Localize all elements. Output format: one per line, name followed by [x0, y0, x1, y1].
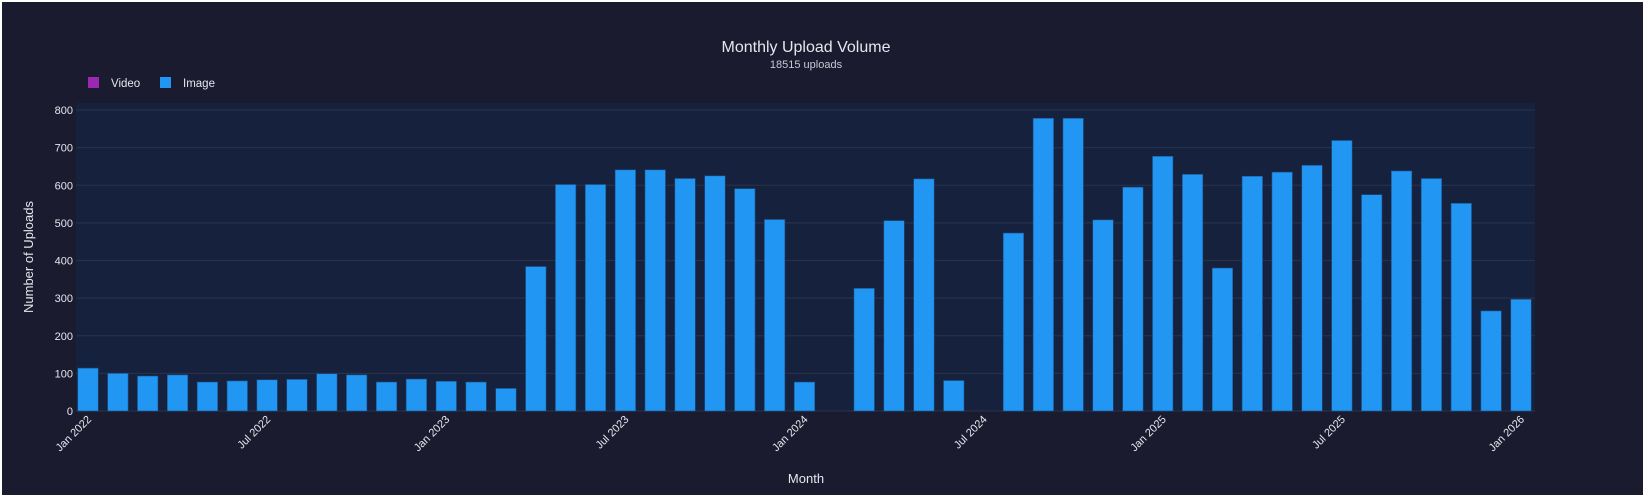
- x-tick-label: Jan 2024: [770, 414, 810, 454]
- legend-item-video[interactable]: Video: [88, 77, 140, 90]
- bar-image-2023-03[interactable]: [495, 388, 517, 412]
- x-tick-label: Jan 2025: [1128, 414, 1168, 454]
- bar-image-2022-10[interactable]: [346, 374, 368, 412]
- chart-subtitle: 18515 uploads: [770, 59, 843, 71]
- bar-image-2024-08[interactable]: [1002, 232, 1025, 412]
- bar-image-2022-02[interactable]: [107, 373, 129, 412]
- bar-image-2023-04[interactable]: [525, 266, 547, 412]
- bar-image-2022-07[interactable]: [256, 379, 278, 412]
- bar-image-2024-06[interactable]: [943, 380, 965, 412]
- legend-swatch: [160, 77, 171, 88]
- bar-image-2022-08[interactable]: [286, 379, 308, 412]
- y-tick-label: 500: [55, 218, 73, 230]
- bar-image-2025-09[interactable]: [1391, 170, 1413, 412]
- y-tick-label: 800: [55, 105, 73, 117]
- bar-image-2023-11[interactable]: [734, 188, 756, 412]
- bar-image-2023-01[interactable]: [435, 380, 457, 412]
- legend-label: Image: [183, 78, 215, 90]
- bar-image-2022-09[interactable]: [316, 373, 338, 412]
- y-tick-label: 100: [55, 368, 73, 380]
- bar-image-2023-12[interactable]: [764, 219, 786, 412]
- bar-image-2024-01[interactable]: [793, 381, 816, 412]
- x-tick-label: Jul 2024: [952, 414, 990, 452]
- bar-image-2022-04[interactable]: [167, 374, 189, 412]
- bar-image-2024-03[interactable]: [853, 288, 875, 412]
- bar-image-2025-01[interactable]: [1152, 155, 1174, 412]
- bar-image-2023-07[interactable]: [614, 169, 636, 412]
- legend-item-image[interactable]: Image: [160, 77, 215, 90]
- bar-image-2024-11[interactable]: [1092, 219, 1114, 412]
- x-tick-label: Jan 2022: [54, 414, 94, 454]
- bar-image-2023-06[interactable]: [584, 184, 607, 412]
- legend-label: Video: [111, 78, 140, 90]
- bar-image-2025-06[interactable]: [1301, 165, 1323, 412]
- bar-image-2025-07[interactable]: [1331, 140, 1353, 412]
- bar-image-2026-01[interactable]: [1510, 298, 1532, 412]
- x-tick-label: Jul 2022: [235, 414, 273, 452]
- bar-image-2025-05[interactable]: [1271, 171, 1293, 412]
- legend-swatch: [88, 77, 99, 88]
- x-axis-ticks: Jan 2022 Jul 2022 Jan 2023 Jul 2023 Jan 2024…: [54, 414, 1527, 454]
- x-tick-label: Jan 2026: [1487, 414, 1527, 454]
- bar-image-2025-08[interactable]: [1361, 194, 1383, 412]
- bar-image-2025-12[interactable]: [1480, 310, 1502, 412]
- bar-image-2024-04[interactable]: [883, 220, 905, 412]
- bar-image-2023-05[interactable]: [555, 184, 577, 412]
- bar-image-2023-02[interactable]: [465, 381, 487, 412]
- x-tick-label: Jul 2023: [594, 414, 632, 452]
- bar-image-2022-11[interactable]: [375, 381, 398, 412]
- bar-image-2024-05[interactable]: [913, 178, 935, 412]
- bar-image-2022-03[interactable]: [137, 375, 159, 412]
- y-tick-label: 300: [55, 293, 73, 305]
- y-tick-label: 700: [55, 143, 73, 155]
- bars: [77, 117, 1532, 412]
- bar-image-2022-06[interactable]: [226, 380, 248, 412]
- bar-image-2023-09[interactable]: [674, 178, 696, 412]
- bar-image-2024-09[interactable]: [1032, 117, 1054, 412]
- x-tick-label: Jul 2025: [1310, 414, 1348, 452]
- x-tick-label: Jan 2023: [412, 414, 452, 454]
- y-axis-ticks: 0 100 200 300 400 500 600 700 800: [55, 105, 73, 418]
- bar-image-2024-12[interactable]: [1122, 186, 1144, 412]
- bar-image-2022-12[interactable]: [405, 378, 427, 412]
- bar-image-2023-08[interactable]: [644, 169, 666, 412]
- bar-image-2024-10[interactable]: [1062, 117, 1084, 412]
- y-tick-label: 600: [55, 180, 73, 192]
- y-tick-label: 200: [55, 331, 73, 343]
- bar-image-2025-10[interactable]: [1420, 178, 1442, 412]
- bar-image-2025-11[interactable]: [1450, 203, 1472, 412]
- y-axis-title: Number of Uploads: [21, 201, 36, 313]
- bar-image-2025-02[interactable]: [1182, 174, 1204, 412]
- x-axis-title: Month: [788, 471, 824, 486]
- bar-image-2023-10[interactable]: [704, 175, 726, 412]
- chart-title: Monthly Upload Volume: [722, 39, 891, 56]
- y-tick-label: 400: [55, 256, 73, 268]
- bar-image-2022-05[interactable]: [196, 381, 218, 412]
- bar-image-2022-01[interactable]: [77, 367, 99, 412]
- legend: Video Image: [88, 77, 215, 90]
- bar-image-2025-04[interactable]: [1241, 175, 1263, 412]
- bar-image-2025-03[interactable]: [1211, 267, 1234, 412]
- y-tick-label: 0: [67, 406, 73, 418]
